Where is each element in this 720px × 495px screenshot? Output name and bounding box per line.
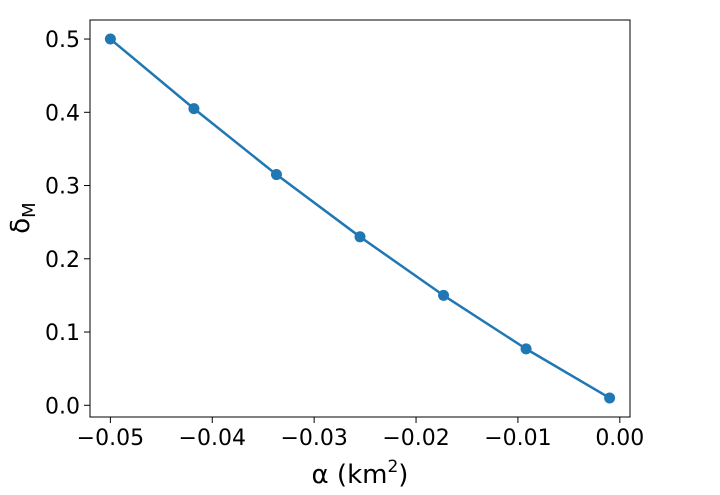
y-tick-label: 0.5	[45, 28, 80, 53]
data-point	[104, 33, 116, 45]
series-group	[104, 33, 616, 404]
data-point	[520, 343, 532, 355]
data-point	[188, 103, 200, 115]
data-point	[604, 392, 616, 404]
y-axis-ticks: 0.0 0.1 0.2 0.3 0.4 0.5	[45, 28, 90, 419]
x-tick-label: −0.01	[484, 426, 551, 451]
x-tick-label: 0.00	[595, 426, 644, 451]
y-tick-label: 0.2	[45, 248, 80, 273]
y-tick-label: 0.1	[45, 321, 80, 346]
x-tick-label: −0.02	[382, 426, 449, 451]
plot-area	[89, 19, 631, 418]
x-tick-label: −0.03	[280, 426, 347, 451]
x-axis-ticks: −0.05 −0.04 −0.03 −0.02 −0.01 0.00	[77, 417, 644, 451]
y-tick-label: 0.3	[45, 175, 80, 200]
x-axis-label: α (km2)	[312, 457, 409, 490]
data-point	[354, 231, 366, 243]
y-axis-label-main: δ	[6, 218, 36, 234]
x-axis-label-main: α (km	[312, 460, 388, 490]
x-tick-label: −0.05	[77, 426, 144, 451]
y-tick-label: 0.0	[45, 394, 80, 419]
x-axis-label-superscript: 2	[387, 457, 398, 477]
data-point	[438, 289, 450, 301]
x-axis-label-end: )	[398, 460, 408, 490]
y-axis-label-subscript: M	[19, 202, 40, 218]
data-point	[270, 169, 282, 181]
x-tick-label: −0.04	[179, 426, 246, 451]
y-axis-label: δM	[6, 202, 40, 233]
y-tick-label: 0.4	[45, 101, 80, 126]
